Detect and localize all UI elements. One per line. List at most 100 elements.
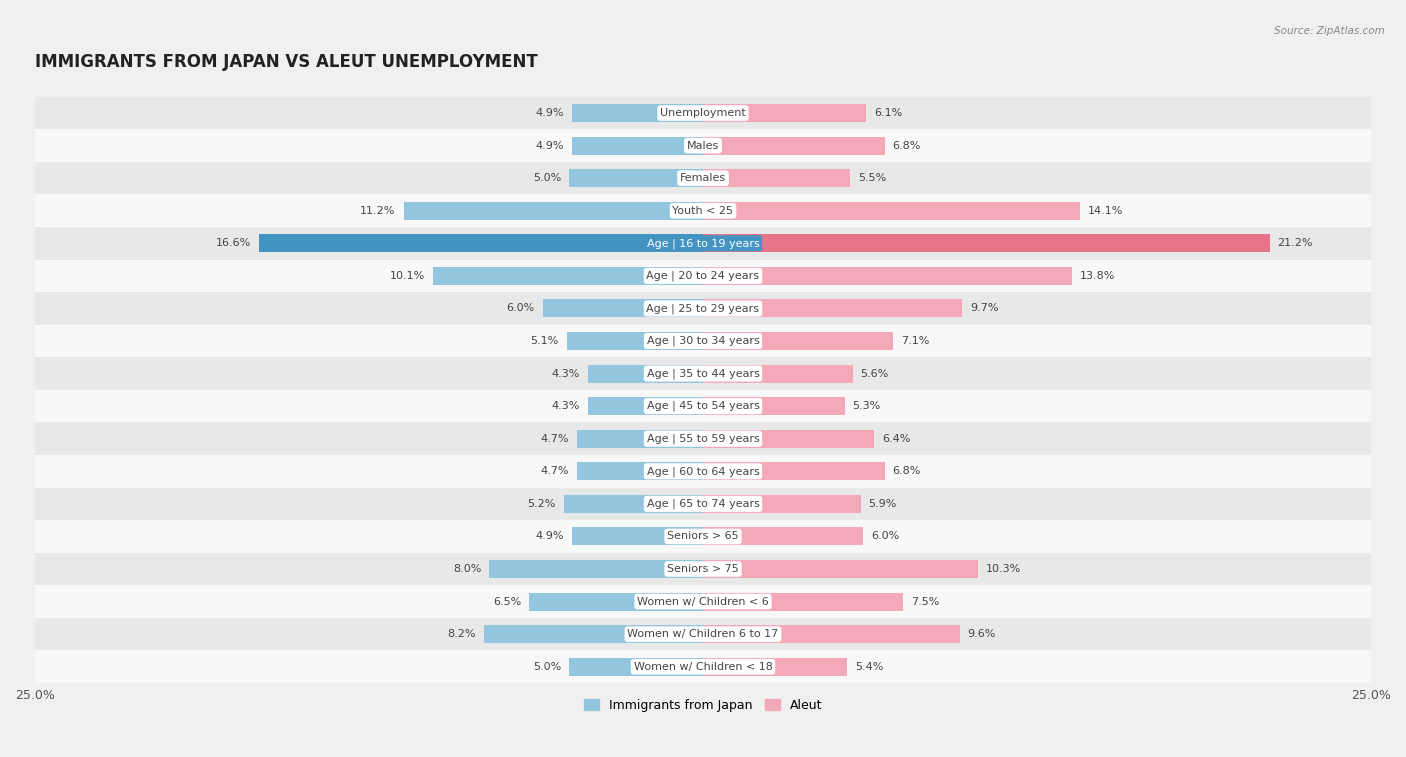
- Text: 5.0%: 5.0%: [533, 662, 561, 671]
- Bar: [35, 553, 1371, 585]
- Text: 5.6%: 5.6%: [860, 369, 889, 378]
- Text: Seniors > 75: Seniors > 75: [666, 564, 740, 574]
- Text: IMMIGRANTS FROM JAPAN VS ALEUT UNEMPLOYMENT: IMMIGRANTS FROM JAPAN VS ALEUT UNEMPLOYM…: [35, 53, 537, 70]
- Bar: [703, 137, 884, 154]
- Text: 5.3%: 5.3%: [852, 401, 882, 411]
- Bar: [35, 195, 1371, 227]
- Bar: [578, 430, 703, 447]
- Bar: [703, 104, 866, 122]
- Text: 9.7%: 9.7%: [970, 304, 998, 313]
- Bar: [703, 365, 852, 382]
- Bar: [35, 292, 1371, 325]
- Bar: [259, 235, 703, 252]
- Bar: [572, 528, 703, 545]
- Text: 9.6%: 9.6%: [967, 629, 995, 639]
- Bar: [35, 325, 1371, 357]
- Text: 4.7%: 4.7%: [541, 466, 569, 476]
- Bar: [35, 260, 1371, 292]
- Bar: [489, 560, 703, 578]
- Text: Women w/ Children < 18: Women w/ Children < 18: [634, 662, 772, 671]
- Text: Women w/ Children 6 to 17: Women w/ Children 6 to 17: [627, 629, 779, 639]
- Text: 13.8%: 13.8%: [1080, 271, 1115, 281]
- Text: 5.5%: 5.5%: [858, 173, 886, 183]
- Text: 7.1%: 7.1%: [901, 336, 929, 346]
- Text: 14.1%: 14.1%: [1088, 206, 1123, 216]
- Bar: [703, 560, 979, 578]
- Text: 5.2%: 5.2%: [527, 499, 555, 509]
- Bar: [703, 463, 884, 480]
- Text: Women w/ Children < 6: Women w/ Children < 6: [637, 597, 769, 606]
- Bar: [35, 488, 1371, 520]
- Text: 4.7%: 4.7%: [541, 434, 569, 444]
- Bar: [703, 658, 848, 676]
- Text: Age | 55 to 59 years: Age | 55 to 59 years: [647, 434, 759, 444]
- Bar: [35, 129, 1371, 162]
- Bar: [433, 267, 703, 285]
- Text: 4.9%: 4.9%: [536, 531, 564, 541]
- Bar: [404, 202, 703, 220]
- Bar: [572, 137, 703, 154]
- Text: Age | 45 to 54 years: Age | 45 to 54 years: [647, 401, 759, 411]
- Legend: Immigrants from Japan, Aleut: Immigrants from Japan, Aleut: [583, 699, 823, 712]
- Text: 6.8%: 6.8%: [893, 466, 921, 476]
- Bar: [529, 593, 703, 611]
- Bar: [572, 104, 703, 122]
- Bar: [703, 202, 1080, 220]
- Text: 10.3%: 10.3%: [986, 564, 1022, 574]
- Text: 4.3%: 4.3%: [551, 401, 581, 411]
- Bar: [484, 625, 703, 643]
- Text: Age | 30 to 34 years: Age | 30 to 34 years: [647, 336, 759, 346]
- Bar: [703, 267, 1071, 285]
- Text: 5.9%: 5.9%: [869, 499, 897, 509]
- Bar: [564, 495, 703, 512]
- Bar: [35, 162, 1371, 195]
- Bar: [543, 300, 703, 317]
- Bar: [35, 585, 1371, 618]
- Text: 10.1%: 10.1%: [389, 271, 425, 281]
- Bar: [703, 235, 1270, 252]
- Bar: [35, 650, 1371, 683]
- Text: 6.0%: 6.0%: [506, 304, 534, 313]
- Text: Males: Males: [688, 141, 718, 151]
- Text: 6.0%: 6.0%: [872, 531, 900, 541]
- Bar: [35, 227, 1371, 260]
- Text: Age | 25 to 29 years: Age | 25 to 29 years: [647, 304, 759, 313]
- Text: 11.2%: 11.2%: [360, 206, 395, 216]
- Text: 5.1%: 5.1%: [530, 336, 558, 346]
- Text: 5.0%: 5.0%: [533, 173, 561, 183]
- Text: Seniors > 65: Seniors > 65: [668, 531, 738, 541]
- Text: Age | 35 to 44 years: Age | 35 to 44 years: [647, 369, 759, 378]
- Text: Females: Females: [681, 173, 725, 183]
- Bar: [703, 593, 904, 611]
- Bar: [703, 625, 959, 643]
- Text: Age | 20 to 24 years: Age | 20 to 24 years: [647, 271, 759, 281]
- Text: Unemployment: Unemployment: [661, 108, 745, 118]
- Text: 6.4%: 6.4%: [882, 434, 911, 444]
- Text: 16.6%: 16.6%: [217, 238, 252, 248]
- Text: 8.2%: 8.2%: [447, 629, 475, 639]
- Text: 6.1%: 6.1%: [875, 108, 903, 118]
- Bar: [35, 520, 1371, 553]
- Bar: [35, 357, 1371, 390]
- Text: Age | 65 to 74 years: Age | 65 to 74 years: [647, 499, 759, 509]
- Bar: [567, 332, 703, 350]
- Bar: [703, 300, 962, 317]
- Bar: [35, 618, 1371, 650]
- Text: 8.0%: 8.0%: [453, 564, 481, 574]
- Bar: [35, 422, 1371, 455]
- Bar: [35, 97, 1371, 129]
- Bar: [703, 430, 875, 447]
- Text: 5.4%: 5.4%: [855, 662, 884, 671]
- Bar: [703, 170, 851, 187]
- Bar: [569, 170, 703, 187]
- Text: Youth < 25: Youth < 25: [672, 206, 734, 216]
- Bar: [578, 463, 703, 480]
- Bar: [588, 397, 703, 415]
- Bar: [588, 365, 703, 382]
- Text: 4.3%: 4.3%: [551, 369, 581, 378]
- Bar: [703, 332, 893, 350]
- Text: 6.8%: 6.8%: [893, 141, 921, 151]
- Text: 4.9%: 4.9%: [536, 141, 564, 151]
- Text: Age | 60 to 64 years: Age | 60 to 64 years: [647, 466, 759, 477]
- Bar: [703, 528, 863, 545]
